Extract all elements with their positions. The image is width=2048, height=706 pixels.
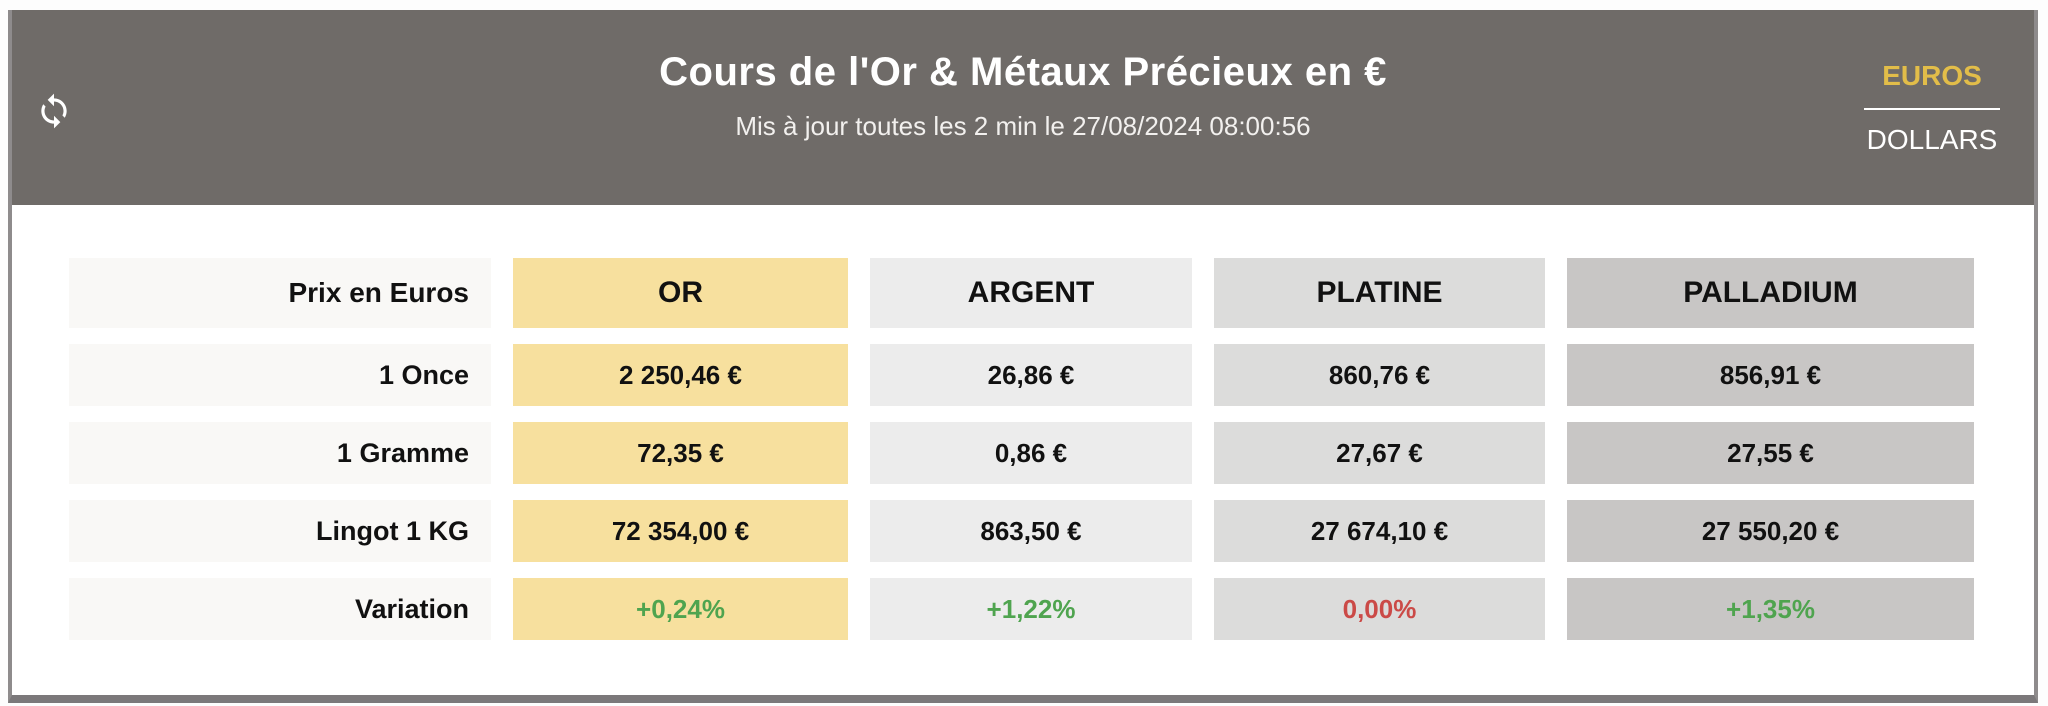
cell-palladium-variation: +1,35% — [1567, 578, 1974, 640]
cell-or-variation: +0,24% — [513, 578, 848, 640]
cell-argent-lingot-1-kg: 863,50 € — [870, 500, 1192, 562]
price-table: Prix en Euros OR ARGENT PLATINE PALLADIUM 1 O… — [69, 258, 1974, 640]
price-widget-card: Cours de l'Or & Métaux Précieux en € Mis… — [8, 10, 2038, 703]
cell-platine-variation: 0,00% — [1214, 578, 1545, 640]
column-header-platine: PLATINE — [1214, 258, 1545, 328]
refresh-button[interactable] — [32, 90, 76, 134]
last-updated-text: Mis à jour toutes les 2 min le 27/08/202… — [735, 111, 1311, 141]
column-header-palladium: PALLADIUM — [1567, 258, 1974, 328]
refresh-icon — [35, 92, 73, 133]
table-corner-label: Prix en Euros — [69, 258, 491, 328]
cell-or-lingot-1-kg: 72 354,00 € — [513, 500, 848, 562]
cell-palladium-1-once: 856,91 € — [1567, 344, 1974, 406]
cell-or-1-once: 2 250,46 € — [513, 344, 848, 406]
cell-argent-1-gramme: 0,86 € — [870, 422, 1192, 484]
cell-palladium-lingot-1-kg: 27 550,20 € — [1567, 500, 1974, 562]
widget-header: Cours de l'Or & Métaux Précieux en € Mis… — [12, 10, 2034, 205]
row-label-variation: Variation — [69, 578, 491, 640]
currency-toggle: EUROS DOLLARS — [1864, 60, 2000, 156]
currency-option-euros[interactable]: EUROS — [1864, 60, 2000, 110]
cell-platine-1-once: 860,76 € — [1214, 344, 1545, 406]
cell-platine-lingot-1-kg: 27 674,10 € — [1214, 500, 1545, 562]
cell-argent-variation: +1,22% — [870, 578, 1192, 640]
cell-argent-1-once: 26,86 € — [870, 344, 1192, 406]
cell-palladium-1-gramme: 27,55 € — [1567, 422, 1974, 484]
page-title: Cours de l'Or & Métaux Précieux en € — [659, 50, 1387, 94]
row-label-1-gramme: 1 Gramme — [69, 422, 491, 484]
column-header-argent: ARGENT — [870, 258, 1192, 328]
currency-option-dollars[interactable]: DOLLARS — [1866, 124, 1998, 155]
cell-or-1-gramme: 72,35 € — [513, 422, 848, 484]
row-label-1-once: 1 Once — [69, 344, 491, 406]
cell-platine-1-gramme: 27,67 € — [1214, 422, 1545, 484]
column-header-or: OR — [513, 258, 848, 328]
row-label-lingot-1-kg: Lingot 1 KG — [69, 500, 491, 562]
